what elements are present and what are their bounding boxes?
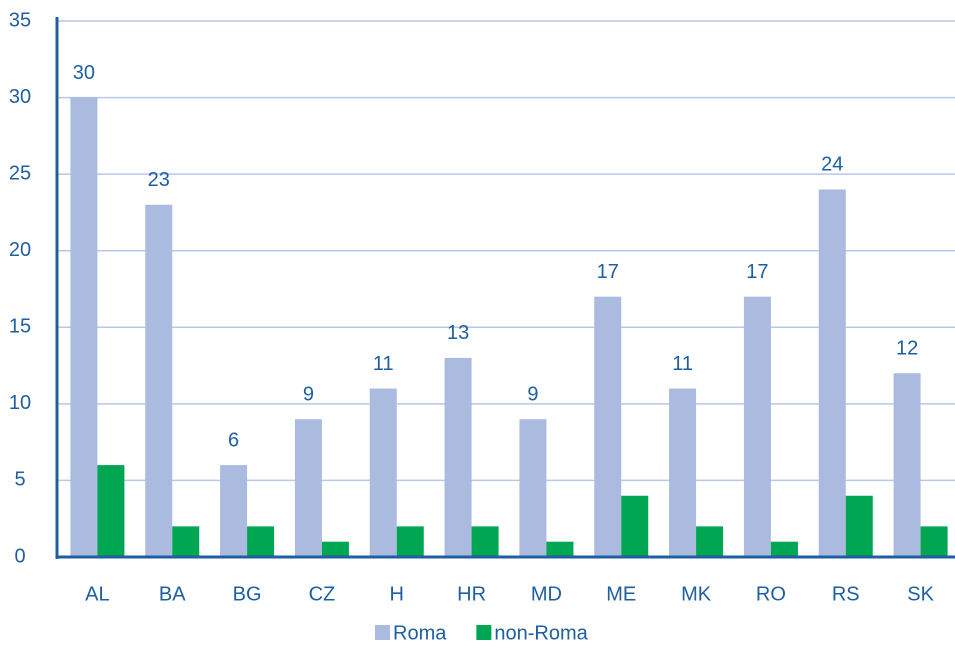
y-tick-label: 0 (14, 545, 25, 567)
data-label: 11 (373, 353, 394, 375)
data-label: 9 (527, 383, 538, 405)
x-tick-label: ME (606, 583, 636, 605)
x-tick-label: H (390, 583, 404, 605)
bar (444, 357, 472, 557)
data-label: 13 (447, 322, 469, 344)
x-tick-label: RS (832, 583, 860, 605)
bar (621, 495, 649, 557)
y-tick-label: 30 (9, 86, 31, 108)
bar (818, 189, 846, 557)
x-tick-label: RO (756, 583, 786, 605)
x-tick-label: MD (531, 583, 562, 605)
legend-swatch (375, 625, 390, 640)
bar (920, 526, 948, 557)
bar (294, 419, 322, 557)
bar (396, 526, 424, 557)
bar (519, 419, 547, 557)
x-tick-label: HR (457, 583, 486, 605)
x-tick-label: AL (85, 583, 109, 605)
bar (220, 465, 248, 557)
bar (546, 541, 574, 557)
bar (743, 296, 771, 557)
data-label: 12 (896, 338, 918, 360)
bar (70, 97, 98, 558)
data-label: 23 (148, 169, 170, 191)
legend-label: non-Roma (494, 622, 588, 644)
bar (172, 526, 200, 557)
y-tick-label: 15 (9, 316, 31, 338)
y-tick-label: 5 (14, 469, 25, 491)
data-label: 30 (73, 62, 95, 84)
data-label: 6 (228, 429, 239, 451)
bar (696, 526, 724, 557)
data-label: 24 (821, 154, 843, 176)
bar (471, 526, 499, 557)
legend-label: Roma (393, 622, 447, 644)
legend-swatch (476, 625, 492, 640)
y-tick-label: 25 (9, 162, 31, 184)
data-label: 17 (746, 261, 768, 283)
y-tick-label: 10 (9, 392, 31, 414)
x-tick-label: MK (681, 583, 712, 605)
bar (594, 296, 622, 557)
x-tick-label: BG (233, 583, 262, 605)
bar (145, 204, 173, 557)
bar (893, 373, 921, 557)
x-tick-label: SK (907, 583, 934, 605)
y-tick-label: 20 (9, 239, 31, 261)
bar (321, 541, 349, 557)
data-label: 9 (303, 383, 314, 405)
y-tick-label: 35 (9, 9, 31, 31)
bar (97, 465, 125, 557)
data-label: 11 (672, 353, 693, 375)
bar (247, 526, 275, 557)
bar (845, 495, 873, 557)
bar (770, 541, 798, 557)
data-label: 17 (597, 261, 619, 283)
x-tick-label: BA (159, 583, 186, 605)
bar (669, 388, 697, 557)
x-tick-label: CZ (309, 583, 336, 605)
bar (369, 388, 397, 557)
